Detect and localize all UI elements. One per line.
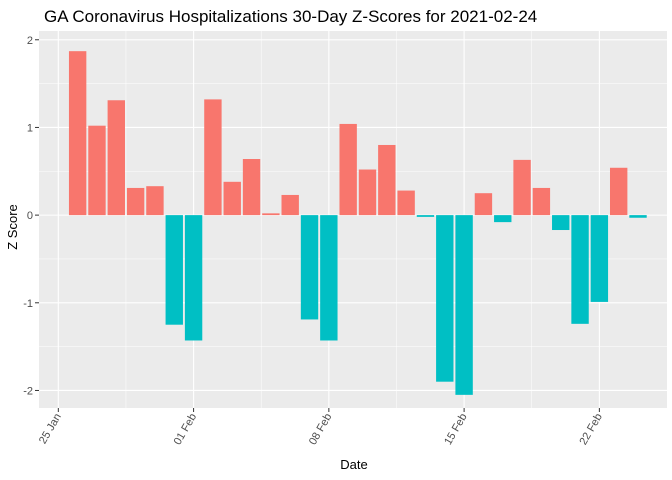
x-tick-label: 01 Feb <box>172 412 200 448</box>
bar-2021-02-22 <box>590 215 609 302</box>
bar-2021-02-20 <box>552 215 570 231</box>
bar-2021-02-08 <box>320 215 338 341</box>
bar-2021-02-01 <box>184 215 203 341</box>
bar-2021-02-23 <box>609 167 628 216</box>
bar-2021-02-21 <box>571 215 589 324</box>
bar-2021-01-28 <box>107 100 125 216</box>
bar-2021-01-30 <box>146 186 164 216</box>
y-axis-label: Z Score <box>5 204 20 250</box>
bar-2021-02-04 <box>242 159 261 216</box>
bar-2021-02-18 <box>513 159 531 216</box>
y-tick-label: 0 <box>27 210 33 222</box>
y-tick-label: -1 <box>23 298 33 310</box>
x-tick-label: 15 Feb <box>442 412 470 448</box>
bar-2021-01-31 <box>165 215 183 325</box>
bar-2021-02-09 <box>339 123 357 216</box>
bar-2021-02-11 <box>378 144 396 216</box>
bar-2021-01-26 <box>68 51 87 216</box>
bar-2021-02-02 <box>204 99 222 216</box>
bar-2021-02-15 <box>455 215 473 395</box>
y-axis: -2 -1 0 1 2 <box>23 35 39 397</box>
bar-2021-02-12 <box>397 190 415 216</box>
x-axis: 25 Jan 01 Feb 08 Feb 15 Feb 22 Feb <box>37 408 605 447</box>
bar-2021-02-19 <box>532 187 551 216</box>
bar-2021-02-17 <box>494 215 512 223</box>
bar-2021-01-29 <box>126 187 145 216</box>
bar-2021-02-24 <box>629 215 647 218</box>
bar-2021-01-27 <box>88 125 106 216</box>
y-tick-label: -2 <box>23 385 33 397</box>
x-tick-label: 08 Feb <box>307 412 335 448</box>
y-tick-label: 1 <box>27 122 33 134</box>
bar-2021-02-07 <box>300 215 319 320</box>
bar-2021-02-10 <box>358 169 377 216</box>
bar-2021-02-13 <box>416 215 435 217</box>
x-tick-label: 25 Jan <box>37 412 64 447</box>
bar-2021-02-14 <box>436 215 454 382</box>
y-tick-label: 2 <box>27 35 33 47</box>
bar-2021-02-16 <box>474 193 493 216</box>
bar-2021-02-05 <box>262 213 280 216</box>
bar-2021-02-06 <box>281 194 299 216</box>
bar-2021-02-03 <box>223 181 241 216</box>
bars <box>68 51 647 395</box>
x-tick-label: 22 Feb <box>577 412 605 448</box>
x-axis-label: Date <box>340 457 367 472</box>
chart-title: GA Coronavirus Hospitalizations 30-Day Z… <box>44 7 537 26</box>
